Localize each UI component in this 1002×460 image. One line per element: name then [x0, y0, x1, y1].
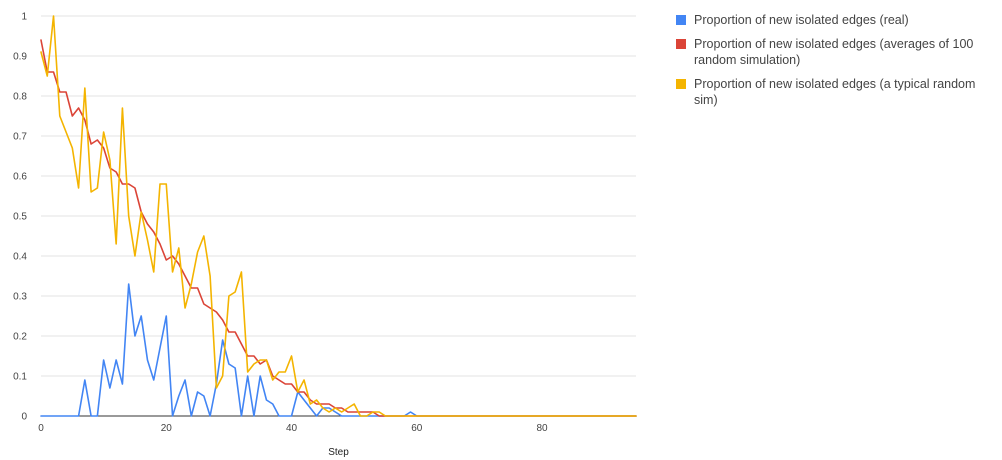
legend-swatch: [676, 39, 686, 49]
legend-swatch: [676, 79, 686, 89]
y-tick-label: 0.4: [13, 252, 27, 263]
y-tick-label: 0.2: [13, 332, 27, 343]
grid-lines: [41, 15, 636, 377]
y-tick-label: 0.8: [13, 92, 27, 103]
legend-item: Proportion of new isolated edges (real): [676, 12, 1002, 28]
series-line-2: [40, 15, 637, 417]
legend-label: Proportion of new isolated edges (averag…: [694, 37, 974, 67]
y-tick-label: 1: [21, 12, 27, 23]
x-tick-label: 20: [161, 423, 173, 434]
legend: Proportion of new isolated edges (real) P…: [676, 12, 1002, 116]
y-tick-label: 0: [21, 412, 27, 423]
y-tick-label: 0.5: [13, 212, 27, 223]
x-axis-title: Step: [328, 447, 349, 458]
legend-item: Proportion of new isolated edges (a typi…: [676, 76, 1002, 108]
y-tick-label: 0.7: [13, 132, 27, 143]
y-tick-label: 0.6: [13, 172, 27, 183]
x-tick-label: 80: [536, 423, 548, 434]
x-tick-label: 60: [411, 423, 423, 434]
x-tick-label: 40: [286, 423, 298, 434]
legend-label: Proportion of new isolated edges (a typi…: [694, 77, 976, 107]
legend-swatch: [676, 15, 686, 25]
series-line-0: [40, 283, 637, 417]
series-lines: [40, 15, 637, 417]
tick-labels: 0 0.1 0.2 0.3 0.4 0.5 0.6 0.7 0.8 0.9 1 0 20 40 60 80: [13, 12, 548, 435]
y-tick-label: 0.9: [13, 52, 27, 63]
y-tick-label: 0.1: [13, 372, 27, 383]
x-tick-label: 0: [38, 423, 44, 434]
legend-label: Proportion of new isolated edges (real): [694, 13, 909, 27]
y-tick-label: 0.3: [13, 292, 27, 303]
legend-item: Proportion of new isolated edges (averag…: [676, 36, 1002, 68]
